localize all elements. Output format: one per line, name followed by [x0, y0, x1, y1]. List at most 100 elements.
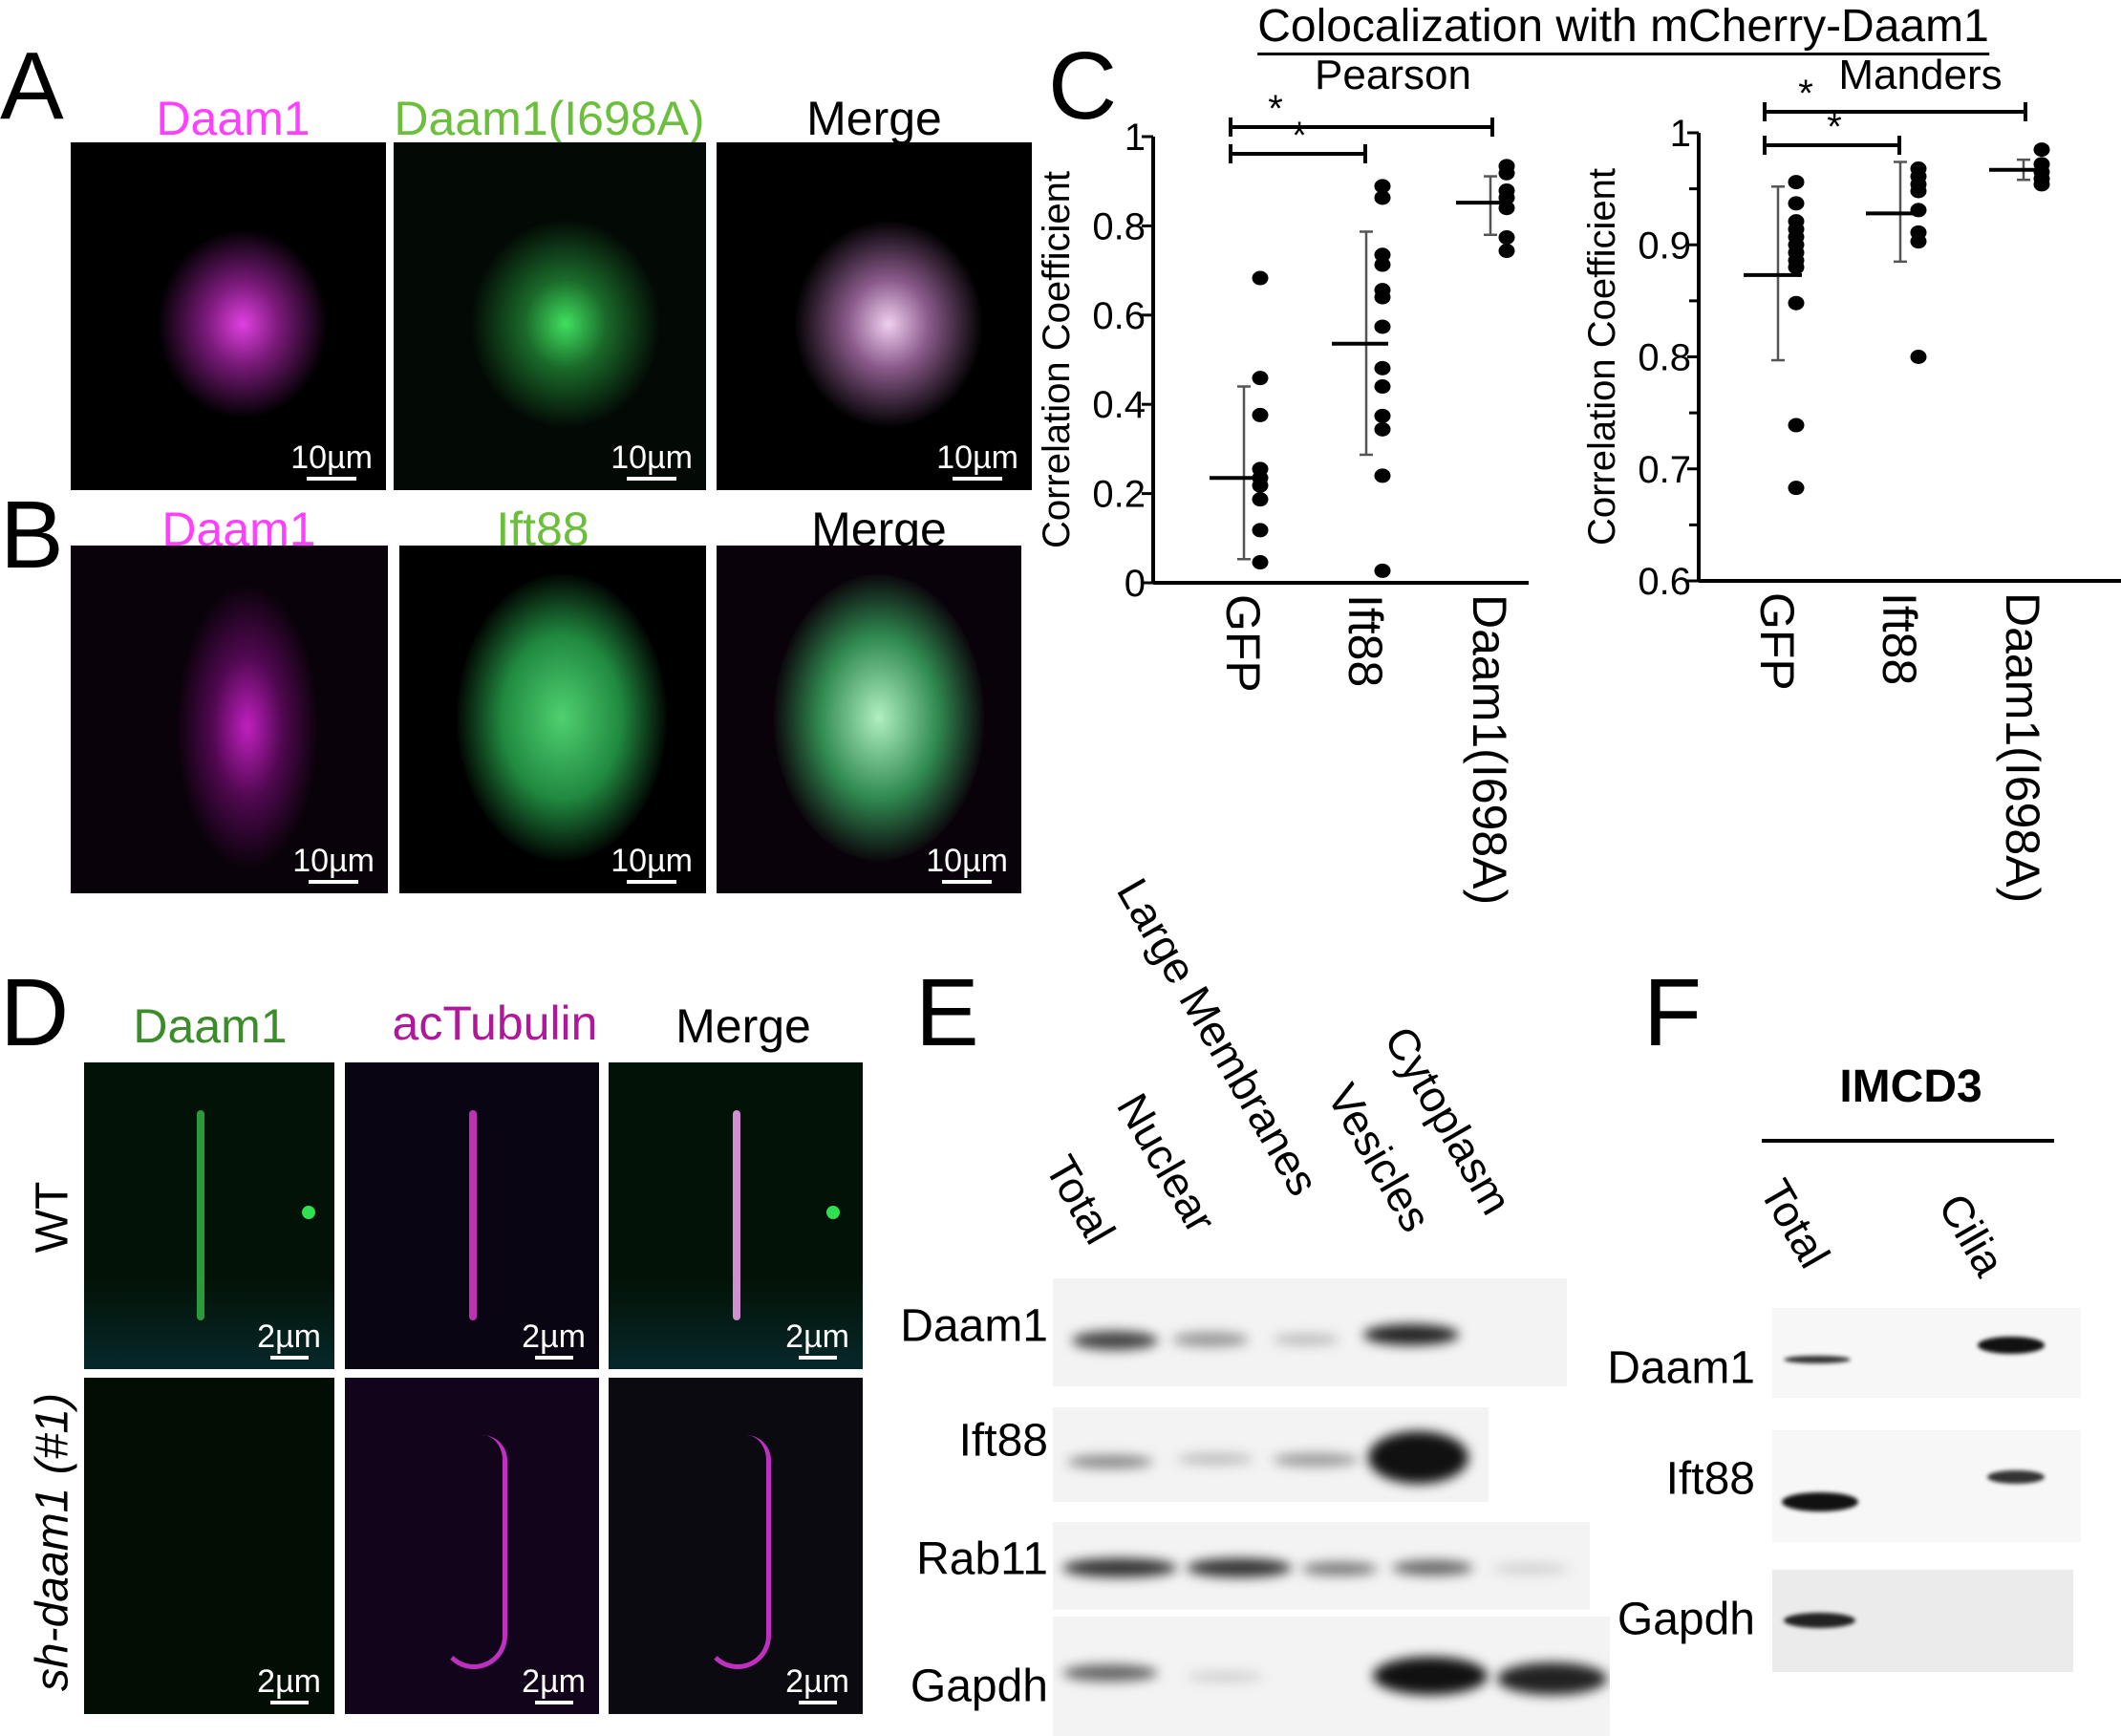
data-point — [1788, 481, 1805, 496]
micrograph-b-merge: 10µm — [717, 546, 1021, 893]
data-point — [1498, 165, 1515, 181]
panel-d-label-daam1: Daam1 — [133, 999, 288, 1053]
micrograph-d-sh-actubulin: 2µm — [345, 1378, 599, 1714]
column-label-total: Total — [1036, 1147, 1125, 1253]
scale-bar: 2µm — [785, 1318, 849, 1360]
scale-bar: 10µm — [611, 439, 693, 481]
scale-bar: 10µm — [926, 843, 1008, 884]
y-tick-label: 0.8 — [1638, 337, 1691, 379]
data-point — [1498, 201, 1515, 216]
y-axis-label: Correlation Coefficient — [1581, 168, 1623, 546]
panel-a-label-daam1-i698a: Daam1(I698A) — [394, 92, 705, 145]
significance-star: * — [1268, 88, 1283, 130]
panel-d-label-merge: Merge — [675, 999, 811, 1053]
data-point — [1252, 478, 1269, 493]
scale-bar: 10µm — [292, 843, 375, 884]
data-point — [1374, 257, 1391, 272]
micrograph-b-ift88: 10µm — [399, 546, 706, 893]
data-point — [1374, 179, 1391, 194]
y-tick-label: 0.9 — [1638, 225, 1691, 267]
column-label-total: Total — [1750, 1170, 1840, 1276]
y-tick-label: 0 — [1125, 563, 1146, 605]
data-point — [1252, 270, 1269, 286]
x-category-label: Ift88 — [1873, 592, 1926, 685]
blot-row-label-gapdh: Gapdh — [1617, 1594, 1755, 1645]
manders-title: Manders — [1838, 52, 2003, 98]
panel-a-letter: A — [0, 32, 64, 139]
data-point — [1374, 408, 1391, 423]
data-point — [1374, 289, 1391, 305]
x-category-label: Daam1(I698A) — [1996, 592, 2049, 903]
x-category-label: Ift88 — [1339, 594, 1392, 687]
pearson-title: Pearson — [1315, 52, 1471, 98]
data-point — [1252, 407, 1269, 422]
blot-row-label-daam1: Daam1 — [900, 1300, 1048, 1352]
blot-row-label-ift88: Ift88 — [1665, 1453, 1755, 1505]
micrograph-a-merge: 10µm — [717, 142, 1032, 490]
data-point — [1374, 379, 1391, 395]
panel-d-letter: D — [0, 959, 70, 1066]
scale-bar: 10µm — [290, 439, 373, 481]
data-point — [1910, 203, 1927, 218]
y-tick-label: 0.6 — [1092, 295, 1146, 337]
data-point — [1788, 196, 1805, 211]
scale-bar: 2µm — [785, 1663, 849, 1704]
micrograph-d-sh-merge: 2µm — [609, 1378, 863, 1714]
panel-e-letter: E — [915, 959, 979, 1066]
blot-row-label-gapdh: Gapdh — [910, 1661, 1048, 1712]
y-tick-label: 0.2 — [1092, 474, 1146, 516]
data-point — [1374, 360, 1391, 375]
micrograph-a-daam1: 10µm — [71, 142, 386, 490]
scale-bar: 2µm — [257, 1663, 321, 1704]
x-category-label: GFP — [1750, 592, 1804, 691]
panel-f-letter: F — [1643, 959, 1703, 1066]
data-point — [2033, 142, 2050, 158]
data-point — [1252, 492, 1269, 507]
western-blot-gapdh-cilia — [1772, 1570, 2073, 1672]
panel-b-letter: B — [0, 482, 64, 589]
micrograph-d-wt-daam1: 2µm — [84, 1062, 334, 1369]
significance-star: * — [1827, 106, 1842, 148]
scale-bar: 10µm — [611, 843, 693, 884]
y-axis-label: Correlation Coefficient — [1036, 171, 1078, 548]
data-point — [1910, 183, 1927, 199]
data-point — [1910, 350, 1927, 364]
blot-row-label-rab11: Rab11 — [916, 1533, 1048, 1585]
data-point — [1788, 260, 1805, 275]
data-point — [1498, 244, 1515, 259]
western-blot-ift88 — [1053, 1407, 1489, 1502]
y-tick-label: 0.7 — [1638, 449, 1691, 491]
data-point — [1374, 468, 1391, 483]
micrograph-d-wt-actubulin: 2µm — [345, 1062, 599, 1369]
western-blot-daam1 — [1053, 1278, 1567, 1386]
data-point — [2033, 177, 2050, 192]
panel-d-label-actubulin: acTubulin — [392, 997, 598, 1050]
scale-bar: 2µm — [257, 1318, 321, 1360]
data-point — [1910, 234, 1927, 249]
scale-bar: 10µm — [936, 439, 1018, 481]
western-blot-gapdh — [1053, 1617, 1610, 1736]
western-blot-rab11 — [1053, 1522, 1590, 1610]
panel-a-label-merge: Merge — [806, 92, 942, 145]
data-point — [1498, 230, 1515, 246]
chart-title: Colocalization with mCherry-Daam1 — [1257, 0, 1989, 55]
significance-star: * — [1798, 73, 1813, 115]
data-point — [1498, 190, 1515, 205]
x-category-label: GFP — [1216, 594, 1270, 693]
header-underline — [1762, 1139, 2054, 1143]
colocalization-charts: 0 0.2 0.4 0.6 0.8 1 Correlation Coefficient GFP… — [1036, 73, 2121, 905]
panel-c-letter: C — [1048, 32, 1118, 139]
data-point — [1374, 421, 1391, 437]
y-tick-label: 1 — [1125, 117, 1146, 159]
panel-a-label-daam1: Daam1 — [156, 92, 311, 145]
data-point — [1252, 523, 1269, 538]
data-point — [1252, 555, 1269, 570]
y-tick-label: 1 — [1670, 113, 1691, 155]
row-label-sh-daam1: sh-daam1 (#1) — [27, 1392, 78, 1692]
data-point — [1374, 319, 1391, 334]
column-label-cilia: Cilia — [1929, 1185, 2015, 1284]
data-point — [1788, 418, 1805, 433]
micrograph-d-sh-daam1: 2µm — [84, 1378, 334, 1714]
data-point — [1252, 371, 1269, 386]
imcd3-header: IMCD3 — [1839, 1061, 1982, 1112]
